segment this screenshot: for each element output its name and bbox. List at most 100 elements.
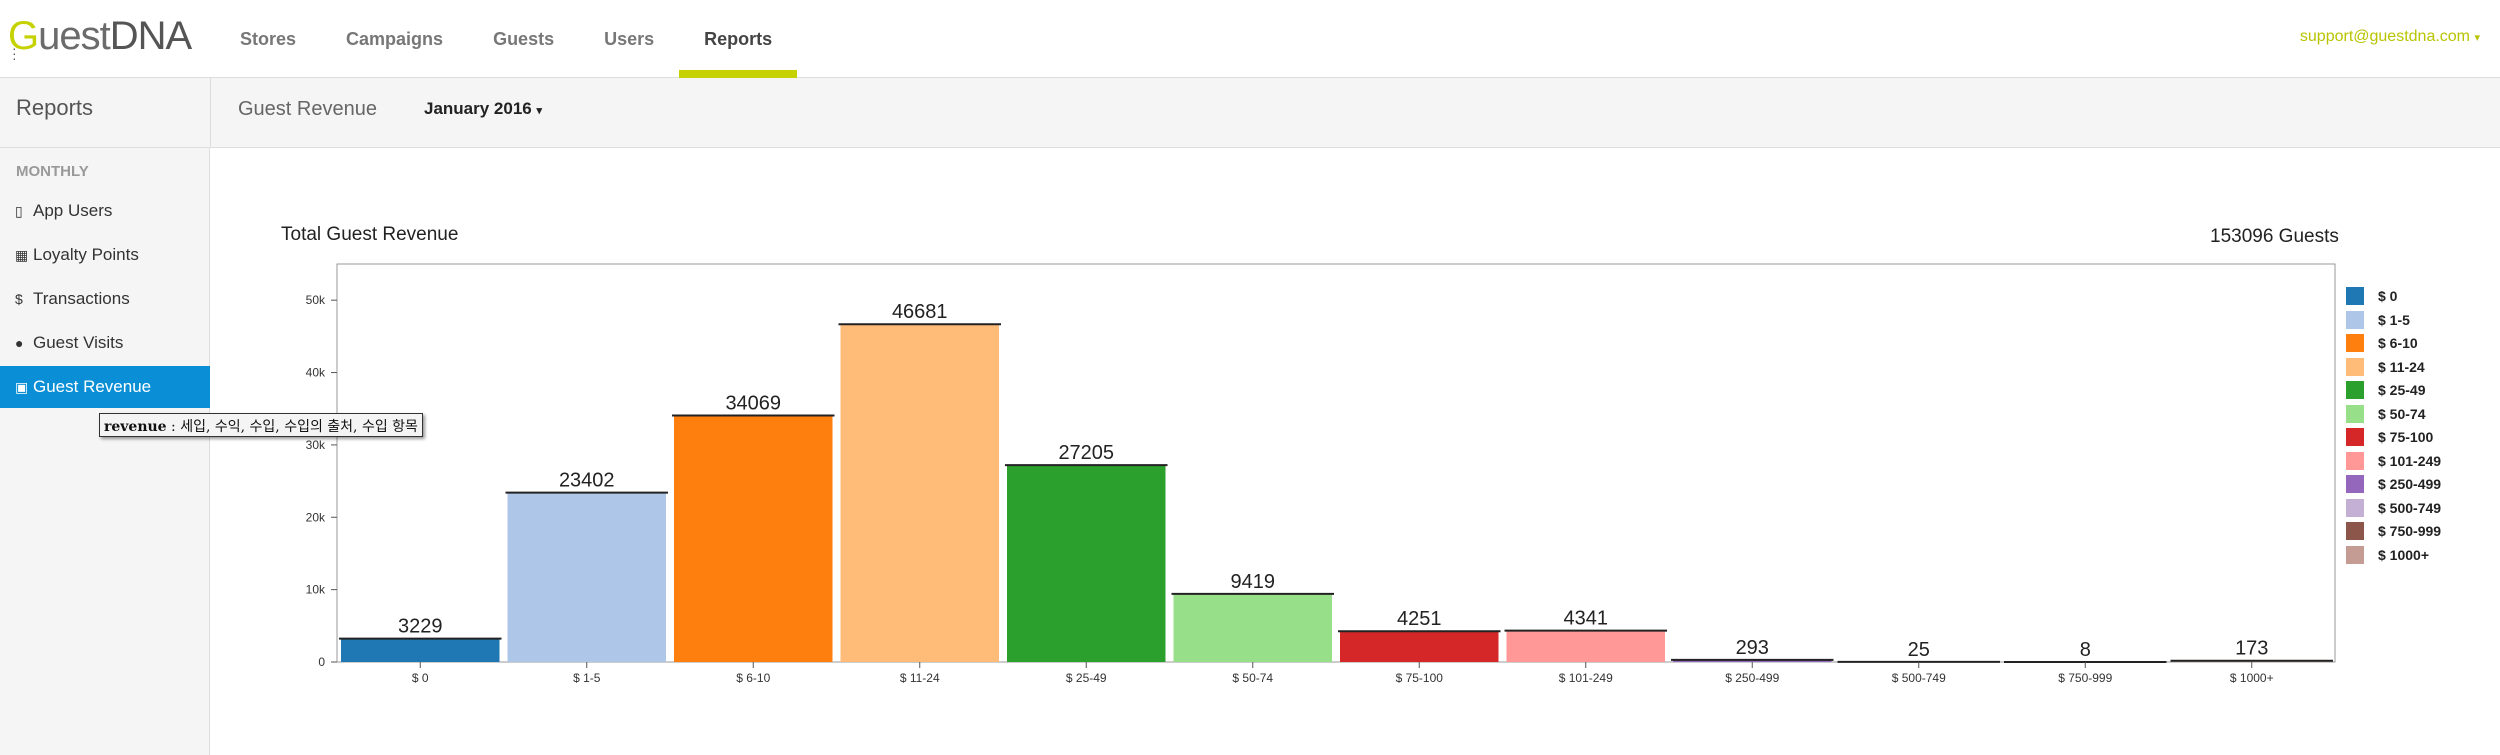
logo-dots-icon: · · · [12,40,17,66]
legend-label: $ 11-24 [2378,358,2425,375]
y-tick-label: 20k [306,510,326,524]
sidebar-heading: MONTHLY [16,163,89,180]
sidebar-item-guest-revenue[interactable]: ▣ Guest Revenue [0,366,210,408]
nav-users[interactable]: Users [604,28,655,49]
caret-down-icon: ▾ [536,105,543,117]
legend-label: $ 6-10 [2378,335,2418,351]
caret-down-icon: ▾ [2474,32,2480,44]
guestdna-logo[interactable]: GuestDNA [8,14,192,59]
legend-label: $ 500-749 [2378,499,2442,516]
x-tick-label: $ 75-100 [1396,671,1444,685]
bar[interactable] [1506,630,1666,662]
legend-item: $ 500-749 [2346,498,2441,518]
legend-item: $ 25-49 [2346,380,2425,400]
dollar-icon: $ [15,291,23,307]
bar-value-label: 173 [2235,638,2268,660]
legend-swatch [2346,381,2364,399]
logo-dna: DNA [109,14,192,58]
bar-value-label: 46681 [892,301,948,323]
legend-item: $ 50-74 [2346,404,2425,424]
nav-stores[interactable]: Stores [240,28,297,49]
x-tick-label: $ 250-499 [1725,671,1779,685]
sidebar: MONTHLY ▯ App Users ▦ Loyalty Points $ Transa… [0,148,210,755]
legend-item: $ 101-249 [2346,451,2441,471]
bar[interactable] [341,638,500,662]
legend-label: $ 750-999 [2378,523,2442,539]
report-name: Guest Revenue [238,98,377,120]
sidebar-item-transactions[interactable]: $ Transactions [0,278,210,320]
tooltip-definition: 세입, 수익, 수입, 수입의 출처, 수입 항목 [180,419,418,435]
mobile-icon: ▯ [15,202,23,219]
legend-swatch [2346,357,2364,376]
legend-swatch [2346,310,2364,329]
legend-swatch [2346,475,2364,493]
legend-item: $ 750-999 [2346,521,2441,541]
sidebar-item-loyalty-points[interactable]: ▦ Loyalty Points [0,234,210,276]
bar-value-label: 3229 [398,616,443,638]
y-tick-label: 30k [306,438,326,452]
bar[interactable] [1673,659,1832,662]
bar[interactable] [674,415,833,662]
user-icon: ● [15,335,24,351]
x-tick-label: $ 101-249 [1559,671,1613,685]
legend-label: $ 1-5 [2378,311,2410,328]
legend-label: $ 1000+ [2378,546,2429,563]
legend-item: $ 1000+ [2346,545,2429,565]
subheader: Reports Guest Revenue January 2016 ▾ [0,78,2500,148]
legend-item: $ 11-24 [2346,357,2425,377]
x-tick-label: $ 25-49 [1066,671,1107,685]
sidebar-item-label: App Users [33,201,113,220]
bar[interactable] [1340,631,1499,662]
bar[interactable] [507,492,667,662]
nav-reports[interactable]: Reports [679,0,798,78]
bar-value-label: 34069 [725,392,781,414]
main-nav: Stores Campaigns Guests Users Reports [215,0,798,78]
legend-swatch [2346,428,2364,446]
bar-value-label: 27205 [1058,442,1114,464]
bar-value-label: 25 [1908,639,1930,661]
chart-title: Total Guest Revenue [281,224,459,245]
legend-item: $ 250-499 [2346,474,2441,494]
bar-value-label: 4341 [1564,608,1609,630]
legend-swatch [2346,334,2364,352]
nav-guests[interactable]: Guests [493,28,555,49]
logo-uest: uest [38,14,111,58]
bar[interactable] [1007,465,1166,662]
x-tick-label: $ 750-999 [2058,671,2112,685]
month-dropdown[interactable]: January 2016 ▾ [424,99,542,119]
section-title: Reports [16,95,94,120]
x-tick-label: $ 0 [412,671,429,685]
legend-label: $ 0 [2378,288,2398,304]
y-tick-label: 10k [306,583,326,597]
x-tick-label: $ 500-749 [1892,671,1946,685]
legend-item: $ 0 [2346,286,2397,306]
bar[interactable] [840,324,1000,662]
sidebar-item-label: Transactions [33,289,130,308]
logo-g: G [8,14,39,58]
bar-value-label: 23402 [559,470,615,492]
y-tick-label: 50k [306,293,326,307]
nav-campaigns[interactable]: Campaigns [346,28,444,49]
legend-label: $ 75-100 [2378,429,2434,445]
user-menu[interactable]: support@guestdna.com ▾ [2300,28,2480,46]
sidebar-item-label: Loyalty Points [33,245,139,264]
month-label: January 2016 [424,99,532,118]
legend-swatch [2346,451,2364,470]
plot-frame [336,263,2336,663]
guest-count: 153096 Guests [2210,226,2339,247]
legend-item: $ 1-5 [2346,310,2410,330]
legend-item: $ 6-10 [2346,333,2418,353]
bar-value-label: 4251 [1397,608,1442,630]
sidebar-item-guest-visits[interactable]: ● Guest Visits [0,322,210,364]
bar-value-label: 8 [2080,639,2091,661]
legend-label: $ 50-74 [2378,405,2426,422]
bar[interactable] [1173,593,1333,662]
user-email: support@guestdna.com [2299,28,2471,45]
legend-label: $ 101-249 [2378,452,2442,469]
legend-label: $ 25-49 [2378,382,2426,398]
bar-value-label: 293 [1736,637,1769,659]
tooltip-term: revenue [104,419,167,435]
legend-label: $ 250-499 [2378,476,2442,492]
sidebar-item-app-users[interactable]: ▯ App Users [0,190,210,232]
